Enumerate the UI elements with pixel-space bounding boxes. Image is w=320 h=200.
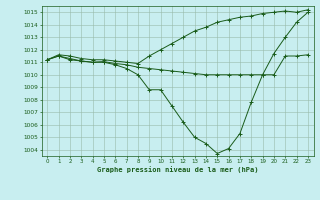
X-axis label: Graphe pression niveau de la mer (hPa): Graphe pression niveau de la mer (hPa) (97, 166, 258, 173)
